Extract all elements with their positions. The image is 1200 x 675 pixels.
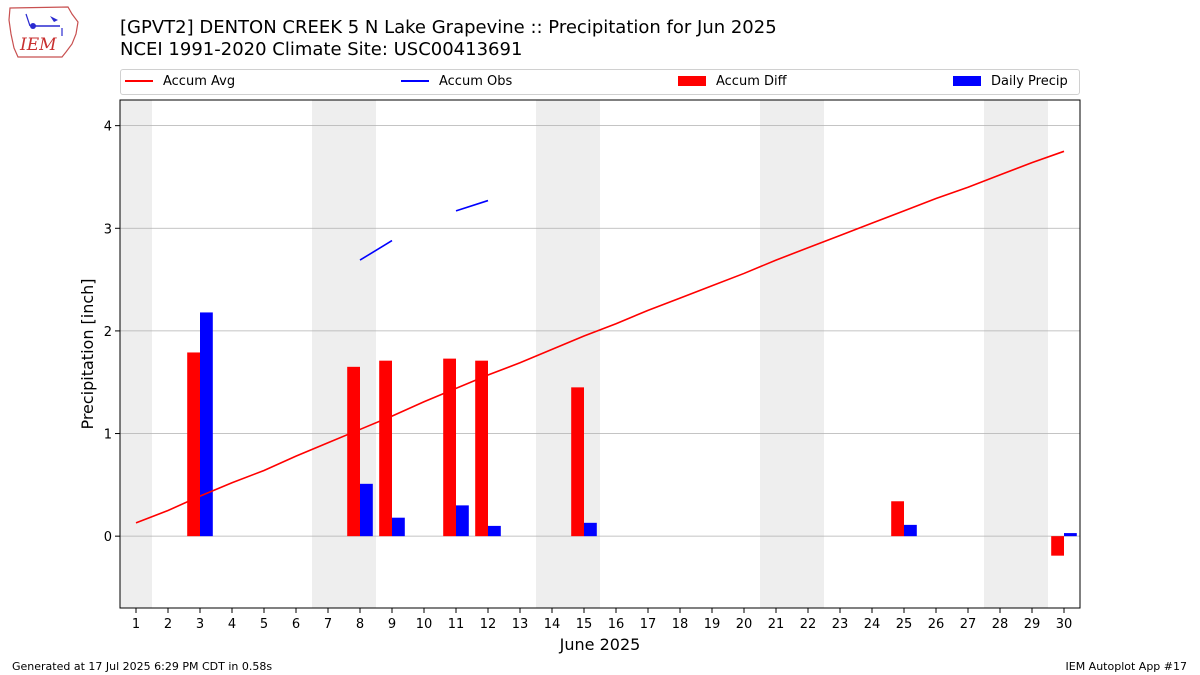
accum-diff-bar-day-12 — [475, 360, 488, 537]
legend-item-daily-precip: Daily Precip — [953, 74, 1068, 89]
x-tick-label: 6 — [292, 617, 300, 632]
accum-diff-bar-day-9 — [379, 360, 392, 537]
x-tick-label: 15 — [576, 617, 593, 632]
x-tick-label: 16 — [608, 617, 625, 632]
x-tick-label: 29 — [1024, 617, 1041, 632]
plot-frame — [119, 99, 1081, 609]
daily-precip-bar-day-25 — [904, 524, 917, 537]
generated-timestamp: Generated at 17 Jul 2025 6:29 PM CDT in … — [12, 660, 273, 673]
x-tick-label: 11 — [448, 617, 465, 632]
x-tick-label: 19 — [704, 617, 721, 632]
accum-avg-line-segment-0 — [135, 150, 1065, 524]
daily-precip-bar-day-3 — [200, 312, 213, 537]
daily-precip-bar-day-9 — [392, 517, 405, 537]
x-tick-label: 27 — [960, 617, 977, 632]
legend-swatch-accum-avg — [125, 79, 153, 82]
chart-subtitle: NCEI 1991-2020 Climate Site: USC00413691 — [120, 39, 523, 60]
daily-precip-bar-day-15 — [584, 522, 597, 537]
x-tick-label: 30 — [1056, 617, 1073, 632]
legend-swatch-accum-diff — [678, 75, 706, 86]
weekend-shading-day-22 — [792, 100, 824, 608]
x-tick-label: 4 — [228, 617, 236, 632]
x-tick-label: 14 — [544, 617, 561, 632]
legend-item-accum-avg: Accum Avg — [125, 74, 235, 89]
accum-obs-line-segment-0 — [359, 239, 393, 261]
x-tick-label: 24 — [864, 617, 881, 632]
iem-logo: IEM — [6, 4, 82, 60]
legend-label-accum-diff: Accum Diff — [716, 74, 787, 89]
daily-precip-bar-day-12 — [488, 525, 501, 537]
x-tick-label: 3 — [196, 617, 204, 632]
x-tick-label: 13 — [512, 617, 529, 632]
weekend-shading-day-28 — [984, 100, 1016, 608]
y-tick-label: 3 — [104, 222, 112, 237]
weekend-shading-day-21 — [760, 100, 792, 608]
x-tick-label: 5 — [260, 617, 268, 632]
legend-item-accum-obs: Accum Obs — [401, 74, 512, 89]
daily-precip-bar-day-8 — [360, 483, 373, 537]
legend-label-daily-precip: Daily Precip — [991, 74, 1068, 89]
x-tick-label: 1 — [132, 617, 140, 632]
x-axis-label: June 2025 — [559, 635, 641, 654]
chart-title: [GPVT2] DENTON CREEK 5 N Lake Grapevine … — [120, 17, 777, 38]
x-tick-label: 8 — [356, 617, 364, 632]
accum-diff-bar-day-25 — [891, 501, 904, 537]
legend-label-accum-obs: Accum Obs — [439, 74, 513, 89]
x-tick-label: 18 — [672, 617, 689, 632]
x-tick-label: 12 — [480, 617, 497, 632]
chart-legend: Accum Avg Accum Obs Accum Diff Daily Pre… — [120, 69, 1080, 95]
x-tick-label: 10 — [416, 617, 433, 632]
y-tick-label: 0 — [104, 530, 112, 545]
x-tick-label: 21 — [768, 617, 785, 632]
accum-diff-bar-day-8 — [347, 366, 360, 537]
accum-diff-bar-day-30 — [1051, 536, 1064, 556]
legend-swatch-daily-precip — [953, 75, 981, 86]
x-tick-label: 17 — [640, 617, 657, 632]
x-tick-label: 26 — [928, 617, 945, 632]
logo-text: IEM — [19, 35, 57, 55]
x-tick-label: 20 — [736, 617, 753, 632]
x-tick-label: 9 — [388, 617, 396, 632]
legend-item-accum-diff: Accum Diff — [678, 74, 787, 89]
y-tick-label: 1 — [104, 428, 112, 443]
y-tick-label: 2 — [104, 325, 112, 340]
x-tick-label: 28 — [992, 617, 1009, 632]
legend-label-accum-avg: Accum Avg — [163, 74, 236, 89]
x-tick-label: 7 — [324, 617, 332, 632]
accum-diff-bar-day-15 — [571, 387, 584, 537]
x-tick-label: 22 — [800, 617, 817, 632]
weekend-shading-day-7 — [312, 100, 344, 608]
accum-diff-bar-day-3 — [187, 352, 200, 537]
y-axis-label: Precipitation [inch] — [78, 278, 97, 429]
daily-precip-bar-day-30 — [1064, 533, 1077, 537]
weekend-shading-day-1 — [120, 100, 152, 608]
daily-precip-bar-day-11 — [456, 505, 469, 537]
x-tick-label: 23 — [832, 617, 849, 632]
legend-swatch-accum-obs — [401, 79, 429, 82]
x-tick-label: 25 — [896, 617, 913, 632]
accum-obs-line-segment-1 — [455, 199, 489, 212]
accum-diff-bar-day-11 — [443, 358, 456, 537]
y-tick-label: 4 — [104, 120, 112, 135]
app-label: IEM Autoplot App #17 — [1065, 660, 1188, 673]
x-tick-label: 2 — [164, 617, 172, 632]
weekend-shading-day-29 — [1016, 100, 1048, 608]
